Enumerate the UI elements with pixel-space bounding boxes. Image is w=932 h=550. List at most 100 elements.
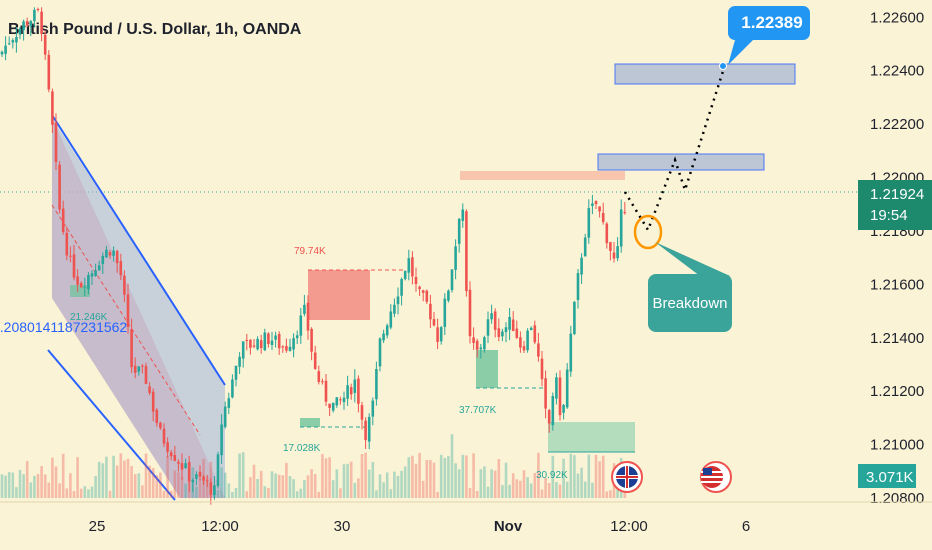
candle-body — [256, 338, 259, 350]
current-price-tag[interactable]: 1.21924 19:54 — [858, 180, 932, 230]
descending-channel[interactable] — [47, 114, 226, 501]
candle-body — [403, 271, 407, 280]
volume-bar — [155, 475, 159, 498]
candle-body — [623, 212, 627, 214]
volume-bar — [573, 455, 576, 498]
volume-bar — [367, 469, 371, 498]
candle-body — [339, 399, 342, 401]
target-price-text: 1.22389 — [741, 13, 802, 32]
volume-bar — [515, 479, 519, 498]
projection-path — [623, 64, 727, 233]
candle-body — [418, 286, 421, 290]
candle-body — [425, 290, 429, 302]
supply-block[interactable] — [308, 270, 370, 320]
volume-bar — [353, 482, 357, 498]
candle-body — [396, 296, 400, 305]
candle-body — [4, 45, 7, 54]
candle-body — [537, 343, 540, 357]
volume-bar — [371, 461, 375, 498]
candle-body — [36, 9, 40, 11]
candle-body — [245, 339, 249, 341]
volume-bar — [105, 456, 108, 498]
symbol-title[interactable]: British Pound / U.S. Dollar, 1h, OANDA — [8, 21, 302, 38]
breakdown-callout[interactable]: Breakdown — [648, 242, 732, 332]
volume-bar — [58, 483, 61, 498]
volume-tag[interactable]: 3.071K — [858, 464, 916, 488]
candle-body — [97, 265, 101, 271]
volume-bar — [47, 482, 51, 498]
volume-bar — [605, 491, 609, 498]
candle-body — [213, 485, 216, 496]
price-axis[interactable]: 1.226001.224001.222001.220001.218001.216… — [870, 9, 924, 507]
candle-body — [540, 358, 544, 380]
candle-body — [364, 420, 367, 441]
candle-body — [515, 328, 519, 338]
candle-body — [83, 286, 87, 288]
label-21-246k: 21.246K — [70, 312, 108, 323]
breakdown-label: Breakdown — [652, 295, 727, 312]
candle-body — [454, 246, 457, 270]
volume-bar — [364, 452, 367, 498]
candle-body — [501, 331, 504, 337]
volume-bar — [475, 491, 479, 498]
candle-body — [569, 333, 573, 372]
volume-bar — [245, 491, 249, 498]
candle-body — [497, 328, 501, 337]
price-tick-label: 1.21400 — [870, 330, 924, 347]
volume-bar — [54, 466, 58, 498]
candle-body — [184, 463, 187, 468]
volume-bar — [123, 460, 126, 498]
demand-block-2[interactable] — [548, 422, 635, 452]
volume-bar — [198, 478, 202, 498]
us-flag-icon[interactable] — [700, 461, 732, 493]
channel-lower-line[interactable] — [47, 349, 176, 501]
lower-target-zone[interactable] — [597, 153, 765, 171]
volume-bar — [486, 486, 490, 498]
volume-bar — [569, 453, 573, 498]
volume-bar — [33, 475, 36, 498]
candle-body — [274, 335, 277, 340]
candle-body — [198, 471, 202, 477]
candle-body — [605, 223, 609, 244]
volume-bar — [580, 467, 583, 498]
time-axis[interactable]: 25 12:00 30 Nov 12:00 6 — [89, 518, 751, 535]
candle-body — [342, 397, 346, 403]
upper-target-zone[interactable] — [614, 63, 796, 85]
candle-body — [169, 452, 173, 457]
volume-bar — [65, 488, 69, 498]
volume-bar — [288, 476, 292, 498]
candle-body — [436, 327, 439, 342]
candle-body — [375, 368, 378, 400]
volume-bar — [61, 453, 65, 498]
volume-bar — [79, 488, 83, 498]
volume-bar — [267, 487, 270, 498]
breakdown-circle[interactable] — [633, 214, 663, 250]
candle-body — [490, 313, 493, 320]
candle-body — [159, 422, 162, 429]
volume-bar — [69, 473, 72, 498]
candle-body — [508, 316, 511, 330]
small-demand-block[interactable] — [300, 418, 320, 427]
volume-bar — [310, 469, 313, 498]
channel-upper-line[interactable] — [51, 114, 226, 386]
resistance-zone[interactable] — [460, 171, 625, 180]
volume-bar — [216, 489, 220, 498]
volume-bar — [436, 491, 439, 498]
candle-body — [400, 279, 403, 296]
candle-body — [479, 347, 483, 350]
uk-flag-icon[interactable] — [611, 461, 643, 493]
volume-bar — [25, 461, 29, 498]
candle-body — [209, 482, 213, 495]
candle-body — [137, 366, 141, 372]
candle-body — [328, 403, 331, 408]
demand-block-1[interactable] — [476, 350, 498, 388]
candle-body — [263, 332, 267, 351]
target-callout[interactable]: 1.22389 — [728, 6, 810, 65]
candle-body — [148, 386, 151, 393]
volume-bar — [385, 472, 389, 498]
volume-bar — [421, 480, 425, 498]
candle-body — [51, 91, 54, 125]
volume-bar — [184, 483, 187, 498]
candle-body — [565, 369, 569, 408]
